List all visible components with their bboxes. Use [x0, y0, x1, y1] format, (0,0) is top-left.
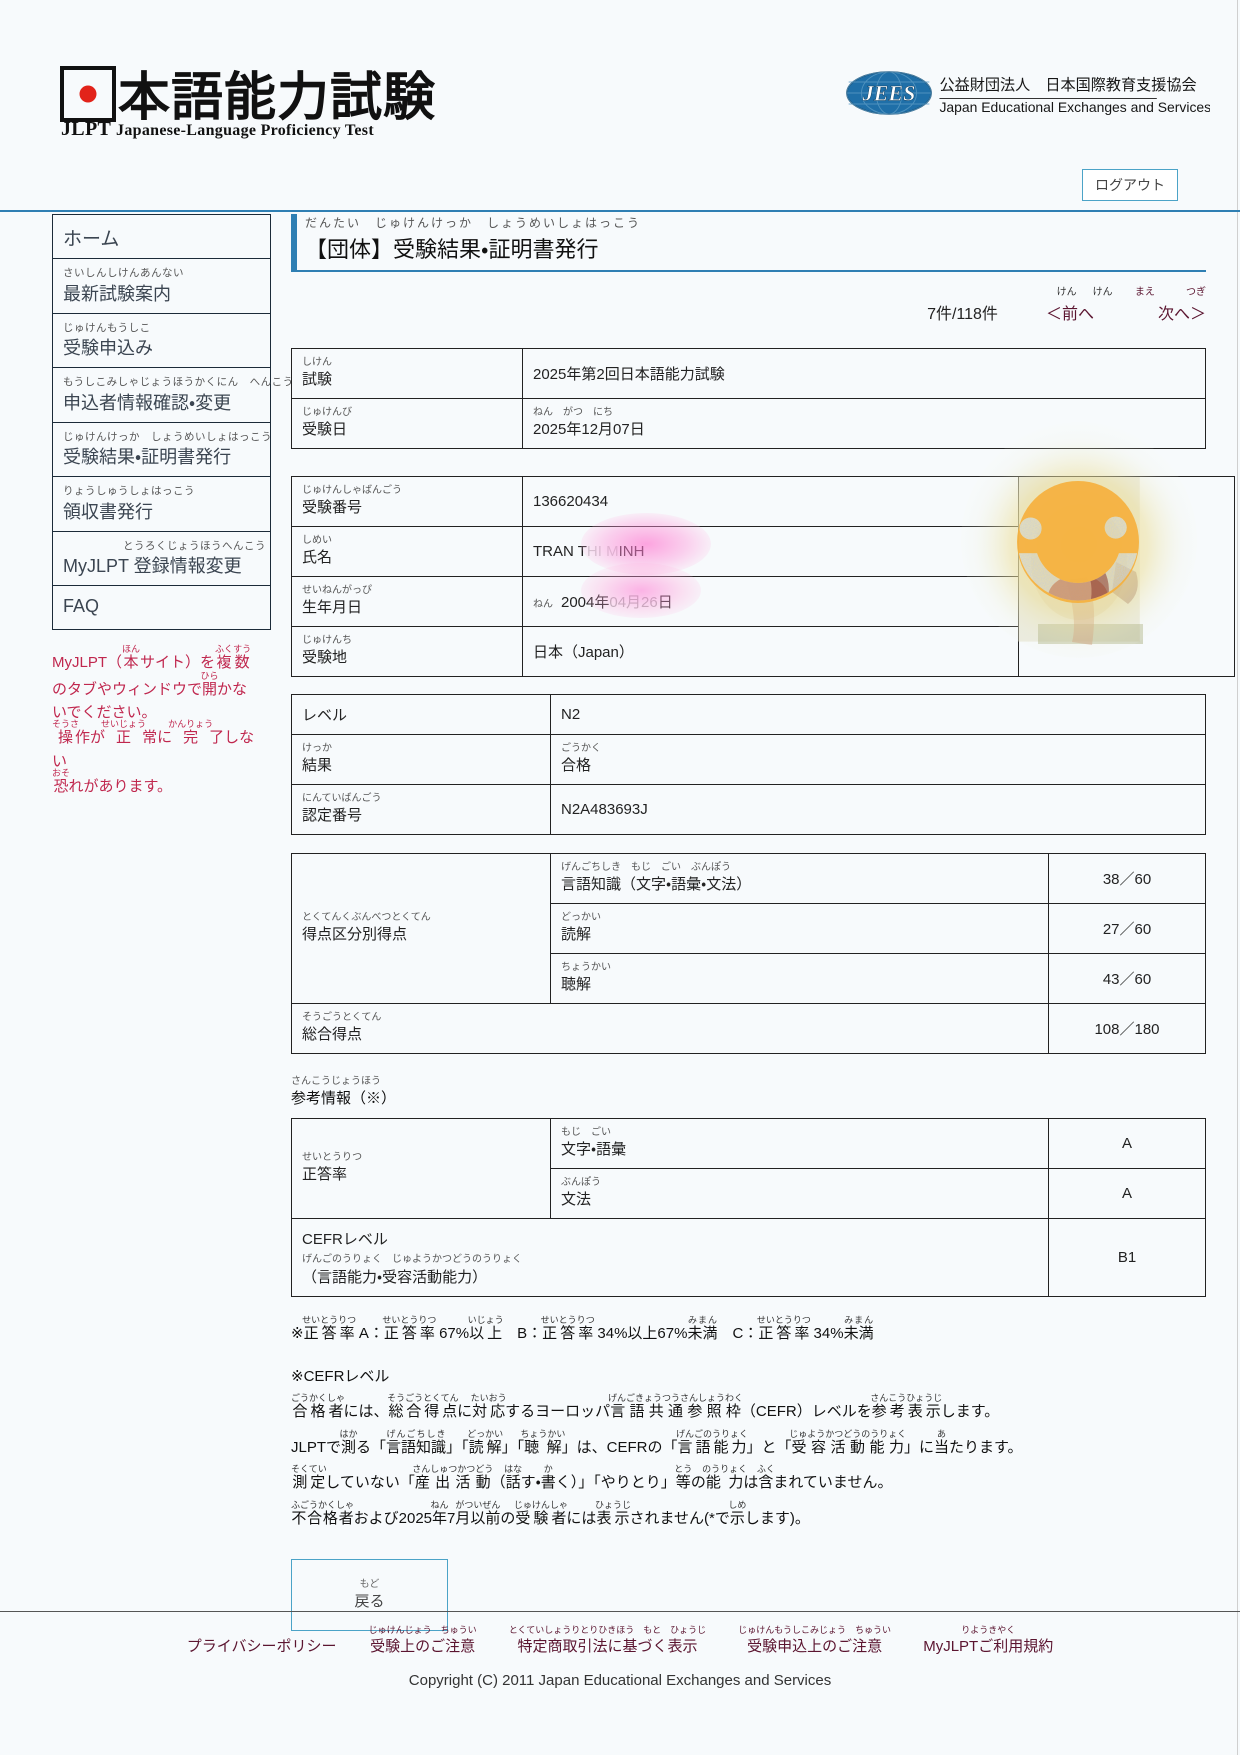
svg-text:JEES: JEES — [862, 80, 916, 105]
svg-text:公益財団法人 日本国際教育支援協会: 公益財団法人 日本国際教育支援協会 — [939, 77, 1196, 94]
svg-text:Japan Educational Exchanges an: Japan Educational Exchanges and Services — [939, 99, 1210, 115]
